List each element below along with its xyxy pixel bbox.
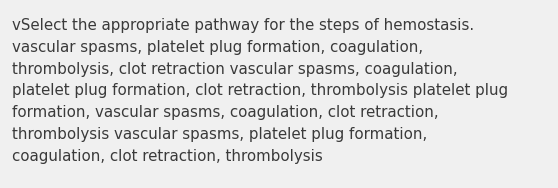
Text: thrombolysis, clot retraction vascular spasms, coagulation,: thrombolysis, clot retraction vascular s… bbox=[12, 62, 458, 77]
Text: vSelect the appropriate pathway for the steps of hemostasis.: vSelect the appropriate pathway for the … bbox=[12, 18, 474, 33]
Text: thrombolysis vascular spasms, platelet plug formation,: thrombolysis vascular spasms, platelet p… bbox=[12, 127, 427, 142]
Text: formation, vascular spasms, coagulation, clot retraction,: formation, vascular spasms, coagulation,… bbox=[12, 105, 439, 120]
Text: coagulation, clot retraction, thrombolysis: coagulation, clot retraction, thrombolys… bbox=[12, 149, 323, 164]
Text: vascular spasms, platelet plug formation, coagulation,: vascular spasms, platelet plug formation… bbox=[12, 40, 423, 55]
Text: platelet plug formation, clot retraction, thrombolysis platelet plug: platelet plug formation, clot retraction… bbox=[12, 83, 508, 98]
